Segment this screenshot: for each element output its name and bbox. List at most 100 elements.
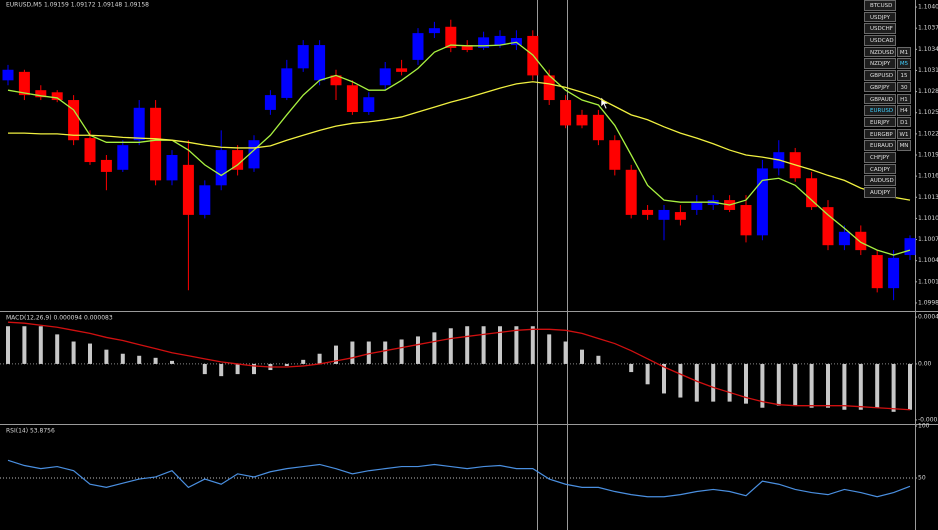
symbol-row[interactable]: GBPAUD H1 (864, 93, 912, 105)
candle-body (199, 185, 211, 215)
y-tick-label: 0.00046 (918, 314, 938, 321)
candle-body (84, 138, 96, 163)
timeframe-button[interactable]: 15 (897, 70, 911, 81)
candle-body (806, 178, 818, 208)
symbol-row[interactable]: AUDUSD (864, 175, 912, 186)
histogram-bar (776, 363, 781, 406)
symbol-row[interactable]: BTCUSD (864, 0, 912, 11)
symbol-button[interactable]: EURUSD (864, 105, 896, 116)
candle-body (18, 71, 30, 96)
candle-body (215, 150, 227, 186)
candle-body (412, 33, 424, 60)
y-tick-label: 100 (918, 423, 930, 430)
symbol-row[interactable]: USDCAD (864, 35, 912, 46)
candle-body (2, 69, 14, 81)
candle-body (625, 169, 637, 215)
histogram-bar (137, 355, 142, 364)
symbol-row[interactable]: EURJPY D1 (864, 116, 912, 128)
timeframe-button[interactable]: H1 (897, 93, 911, 105)
symbol-button[interactable]: USDJPY (864, 11, 896, 23)
candle-body (740, 205, 752, 236)
symbol-row[interactable]: EURUSD H4 (864, 105, 912, 116)
candle-body (904, 238, 916, 256)
candle-body (166, 155, 178, 181)
symbol-row[interactable]: GBPUSD 15 (864, 70, 912, 81)
candle-body (330, 75, 342, 86)
histogram-bar (809, 363, 814, 408)
histogram-bar (530, 326, 535, 364)
symbol-row[interactable]: USDCHF (864, 23, 912, 34)
histogram-bar (22, 326, 27, 364)
candle-body (281, 68, 293, 98)
symbol-button[interactable]: GBPJPY (864, 81, 896, 93)
y-tick-label: 50 (918, 475, 926, 482)
symbol-button[interactable]: GBPAUD (864, 93, 896, 105)
candle-body (363, 97, 375, 113)
histogram-bar (104, 349, 109, 364)
symbol-row[interactable]: EURAUD MN (864, 140, 912, 151)
candle-body (35, 90, 47, 98)
symbol-button[interactable]: CHFJPY (864, 151, 896, 163)
symbol-row[interactable]: CHFJPY (864, 151, 912, 163)
timeframe-button[interactable]: M5 (897, 58, 911, 70)
histogram-bar (596, 355, 601, 364)
timeframe-button[interactable]: M1 (897, 46, 911, 58)
y-tick-label: 1.09985 (918, 299, 938, 306)
candle-body (314, 45, 326, 81)
y-tick-label: 1.10345 (918, 46, 938, 53)
symbol-button[interactable]: USDCHF (864, 23, 896, 34)
symbol-row[interactable]: GBPJPY 30 (864, 81, 912, 93)
symbol-button[interactable]: NZDJPY (864, 58, 896, 70)
histogram-bar (383, 341, 388, 364)
histogram-bar (727, 363, 732, 402)
timeframe-button[interactable]: D1 (897, 116, 911, 128)
histogram-bar (563, 341, 568, 364)
candle-body (461, 45, 473, 51)
symbol-button[interactable]: EURAUD (864, 140, 896, 151)
timeframe-button[interactable]: W1 (897, 128, 911, 140)
histogram-bar (350, 341, 355, 364)
candle-body (117, 145, 129, 170)
symbol-list: BTCUSD USDJPY USDCHF USDCAD NZDUSD M1 NZDJPY M5… (864, 0, 912, 199)
candle-body (100, 159, 112, 172)
histogram-bar (55, 334, 60, 364)
histogram-bar (432, 332, 437, 364)
symbol-button[interactable]: GBPUSD (864, 70, 896, 81)
symbol-row[interactable]: AUDJPY (864, 187, 912, 198)
timeframe-button[interactable]: 30 (897, 81, 911, 93)
symbol-button[interactable]: BTCUSD (864, 0, 896, 11)
candle-body (560, 100, 572, 126)
candle-body (264, 95, 276, 110)
y-tick-label: 1.10285 (918, 88, 938, 95)
symbol-button[interactable]: EURGBP (864, 128, 896, 140)
candle-body (150, 107, 162, 181)
symbol-button[interactable]: USDCAD (864, 35, 896, 46)
symbol-row[interactable]: NZDJPY M5 (864, 58, 912, 70)
histogram-bar (711, 363, 716, 402)
symbol-row[interactable]: CADJPY (864, 163, 912, 175)
histogram-bar (678, 363, 683, 398)
y-tick-label: 1.10375 (918, 25, 938, 32)
histogram-bar (514, 326, 519, 364)
symbol-row[interactable]: USDJPY (864, 11, 912, 23)
moving-average (8, 81, 911, 201)
symbol-row[interactable]: EURGBP W1 (864, 128, 912, 140)
histogram-bar (744, 363, 748, 404)
candle-body (543, 75, 555, 101)
candle-body (642, 209, 654, 215)
histogram-bar (88, 343, 92, 364)
candle-body (51, 92, 63, 101)
symbol-row[interactable]: NZDUSD M1 (864, 46, 912, 58)
symbol-button[interactable]: AUDUSD (864, 175, 896, 186)
candle-body (396, 68, 408, 72)
histogram-bar (6, 326, 10, 364)
candle-body (248, 140, 260, 169)
timeframe-button[interactable]: MN (897, 140, 911, 151)
symbol-button[interactable]: EURJPY (864, 116, 896, 128)
timeframe-button[interactable]: H4 (897, 105, 911, 116)
symbol-button[interactable]: CADJPY (864, 163, 896, 175)
y-tick-label: 1.10195 (918, 152, 938, 159)
symbol-button[interactable]: NZDUSD (864, 46, 896, 58)
symbol-button[interactable]: AUDJPY (864, 187, 896, 198)
